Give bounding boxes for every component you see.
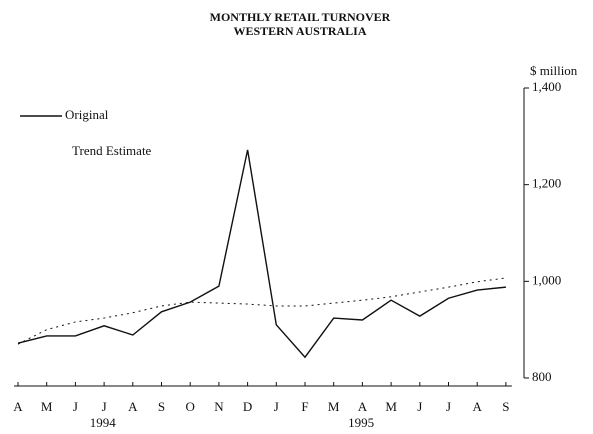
y-tick-label: 1,000: [532, 272, 561, 287]
x-tick-label: J: [274, 399, 279, 414]
y-axis-label: $ million: [530, 63, 578, 78]
x-tick-label: M: [328, 399, 340, 414]
x-tick-label: O: [186, 399, 195, 414]
x-tick-label: F: [301, 399, 308, 414]
x-tick-label: A: [13, 399, 23, 414]
x-group-label: 1995: [348, 415, 374, 430]
x-tick-label: A: [473, 399, 483, 414]
x-tick-label: J: [102, 399, 107, 414]
series-line: [17, 149, 506, 359]
x-tick-label: A: [128, 399, 138, 414]
x-tick-label: D: [243, 399, 252, 414]
y-tick-label: 1,200: [532, 176, 561, 191]
x-tick-label: J: [73, 399, 78, 414]
y-tick-label: 800: [532, 369, 552, 384]
x-tick-label: N: [214, 399, 224, 414]
x-tick-label: J: [446, 399, 451, 414]
x-tick-label: S: [502, 399, 509, 414]
legend-label: Original: [65, 107, 109, 122]
x-tick-label: J: [417, 399, 422, 414]
x-tick-label: A: [358, 399, 368, 414]
x-tick-label: M: [385, 399, 397, 414]
x-tick-label: S: [158, 399, 165, 414]
x-tick-label: M: [41, 399, 53, 414]
chart-subtitle: WESTERN AUSTRALIA: [233, 24, 366, 38]
legend-label: Trend Estimate: [72, 143, 152, 158]
series-line: [17, 277, 506, 345]
y-tick-label: 1,400: [532, 79, 561, 94]
chart-title: MONTHLY RETAIL TURNOVER: [210, 10, 391, 24]
x-group-label: 1994: [90, 415, 117, 430]
